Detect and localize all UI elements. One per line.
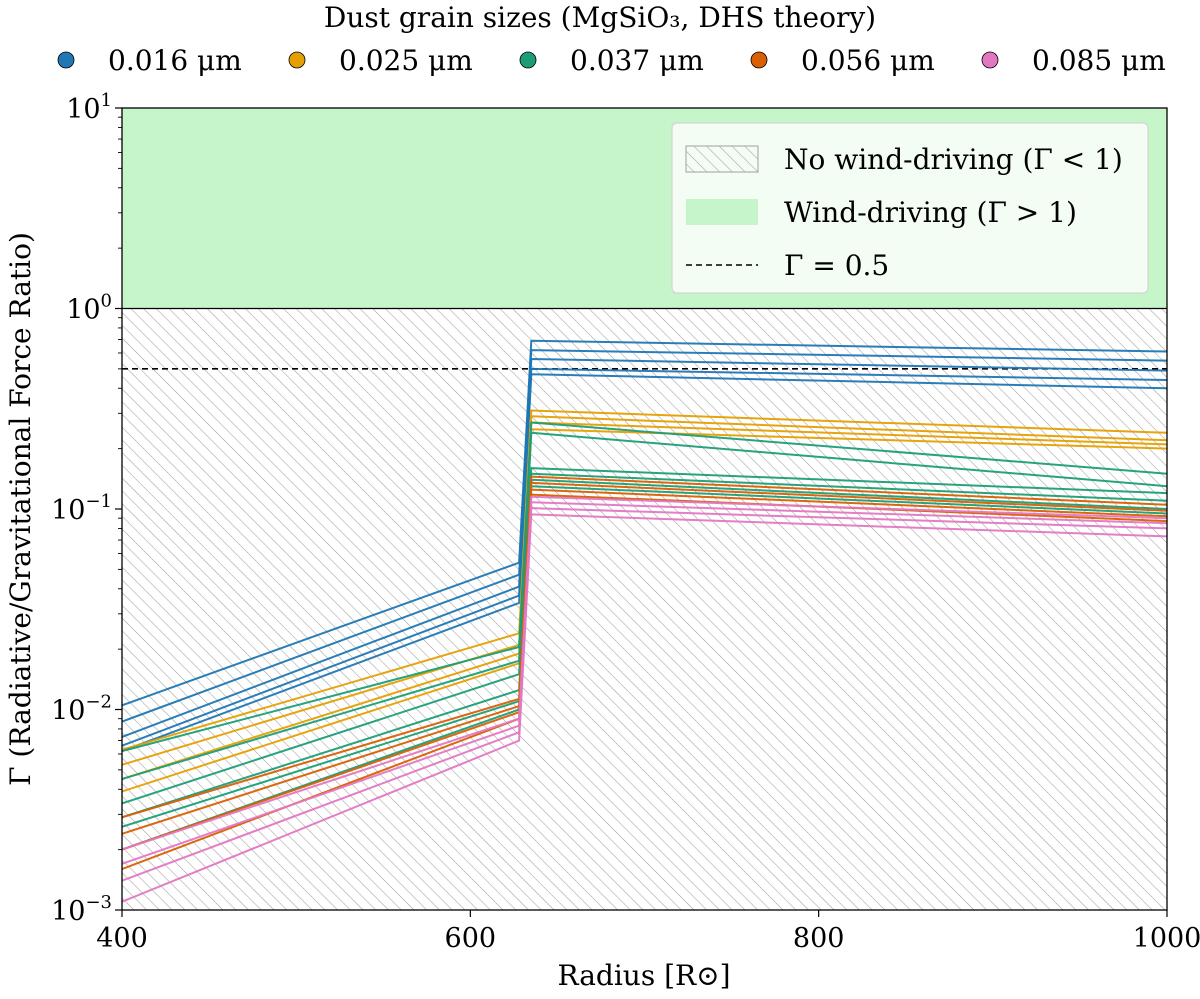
chart-title: Dust grain sizes (MgSiO₃, DHS theory) <box>324 1 876 34</box>
y-tick-label-0: 10−3 <box>51 892 112 927</box>
x-tick-label-1: 600 <box>445 923 497 954</box>
region-legend-swatch-1 <box>686 199 758 225</box>
y-axis-label: Γ (Radiative/Gravitational Force Ratio) <box>4 232 37 786</box>
region-legend-label-1: Wind-driving (Γ > 1) <box>784 196 1077 229</box>
y-axis-ticks: 10−3 10−2 10−1 100 101 <box>51 90 122 927</box>
size-legend-label-2: 0.037 μm <box>570 44 704 77</box>
x-tick-label-2: 800 <box>793 923 845 954</box>
y-tick-label-3: 100 <box>66 291 112 326</box>
x-axis-label: Radius [R⊙] <box>558 959 731 992</box>
series-4-line-3 <box>122 513 1167 903</box>
region-legend: No wind-driving (Γ < 1) Wind-driving (Γ >… <box>671 122 1149 294</box>
series-layer <box>122 339 1167 903</box>
series-0 <box>122 339 1167 753</box>
y-tick-label-4: 101 <box>66 90 112 125</box>
x-tick-label-3: 1000 <box>1133 923 1200 954</box>
size-legend-label-4: 0.085 μm <box>1032 44 1166 77</box>
size-legend-marker-2 <box>519 51 537 69</box>
series-0-line-4 <box>122 373 1167 753</box>
region-legend-label-2: Γ = 0.5 <box>784 249 889 282</box>
size-legend-label-0: 0.016 μm <box>108 44 242 77</box>
series-4 <box>122 495 1167 903</box>
region-legend-label-0: No wind-driving (Γ < 1) <box>784 143 1123 176</box>
size-legend-label-3: 0.056 μm <box>801 44 935 77</box>
background-regions <box>122 108 1167 910</box>
x-tick-label-0: 400 <box>96 923 148 954</box>
region-legend-box <box>671 122 1149 294</box>
size-legend-marker-0 <box>57 51 75 69</box>
series-2-line-1 <box>122 431 1167 780</box>
region-legend-swatch-0 <box>685 145 759 173</box>
y-tick-label-2: 10−1 <box>51 491 112 526</box>
size-legend-marker-4 <box>981 51 999 69</box>
size-legend-marker-3 <box>750 51 768 69</box>
x-axis-ticks: 400 600 800 1000 <box>96 910 1200 954</box>
region-0 <box>122 308 1167 910</box>
size-legend-label-1: 0.025 μm <box>339 44 473 77</box>
size-legend: 0.016 μm 0.025 μm 0.037 μm 0.056 μm 0.085 μm <box>57 44 1166 77</box>
size-legend-marker-1 <box>288 51 306 69</box>
y-tick-label-1: 10−2 <box>51 692 112 727</box>
